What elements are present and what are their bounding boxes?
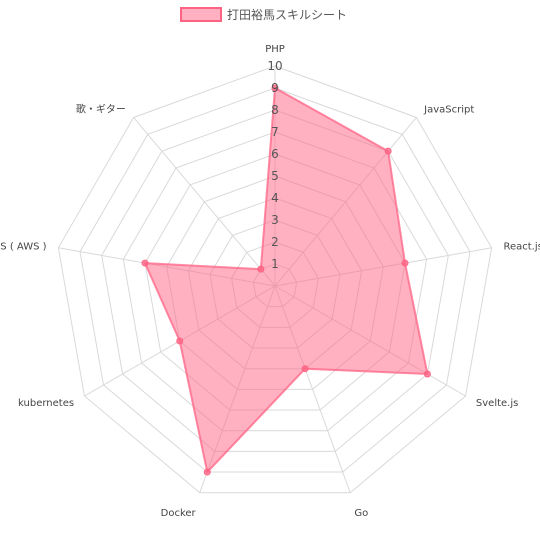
axis-label: Svelte.js — [476, 398, 518, 409]
data-point[interactable] — [401, 259, 409, 267]
radial-ticks: 1 2 3 4 5 6 7 8 9 10 — [267, 59, 282, 271]
data-point[interactable] — [257, 265, 265, 273]
spoke-line — [133, 117, 276, 287]
tick-label: 2 — [271, 235, 279, 249]
legend-swatch[interactable] — [180, 7, 222, 22]
axis-label: Go — [354, 508, 368, 519]
axis-label: PHP — [265, 44, 285, 55]
grid-ring — [57, 65, 493, 494]
data-point[interactable] — [423, 370, 431, 378]
tick-label: 1 — [271, 257, 279, 271]
tick-label: 4 — [271, 191, 279, 205]
tick-label: 6 — [271, 147, 279, 161]
axis-label: ECS ( AWS ) — [0, 242, 47, 253]
tick-label: 8 — [271, 103, 279, 117]
axis-label: kubernetes — [18, 398, 74, 409]
data-point[interactable] — [301, 365, 309, 373]
data-point[interactable] — [384, 147, 392, 155]
data-point[interactable] — [271, 84, 279, 92]
data-point[interactable] — [203, 468, 211, 476]
legend[interactable]: 打田裕馬スキルシート — [180, 7, 347, 22]
tick-label: 10 — [267, 59, 282, 73]
axis-label: Docker — [161, 508, 197, 519]
tick-label: 3 — [271, 213, 279, 227]
tick-label: 5 — [271, 169, 279, 183]
grid-ring — [101, 109, 449, 452]
axis-label: React.js — [503, 242, 540, 253]
grid-ring — [122, 131, 428, 432]
axis-label: 歌・ギター — [76, 102, 126, 115]
data-point[interactable] — [141, 259, 149, 267]
tick-label: 7 — [271, 125, 279, 139]
tick-label: 9 — [271, 81, 279, 95]
legend-label[interactable]: 打田裕馬スキルシート — [227, 7, 347, 22]
series-layer — [141, 84, 431, 476]
axis-labels: PHP JavaScript React.js Svelte.js Go Docker ku… — [0, 44, 540, 519]
series-area — [143, 86, 429, 475]
data-point[interactable] — [176, 337, 184, 345]
grid-ring — [79, 87, 471, 473]
axis-label: JavaScript — [423, 104, 474, 115]
